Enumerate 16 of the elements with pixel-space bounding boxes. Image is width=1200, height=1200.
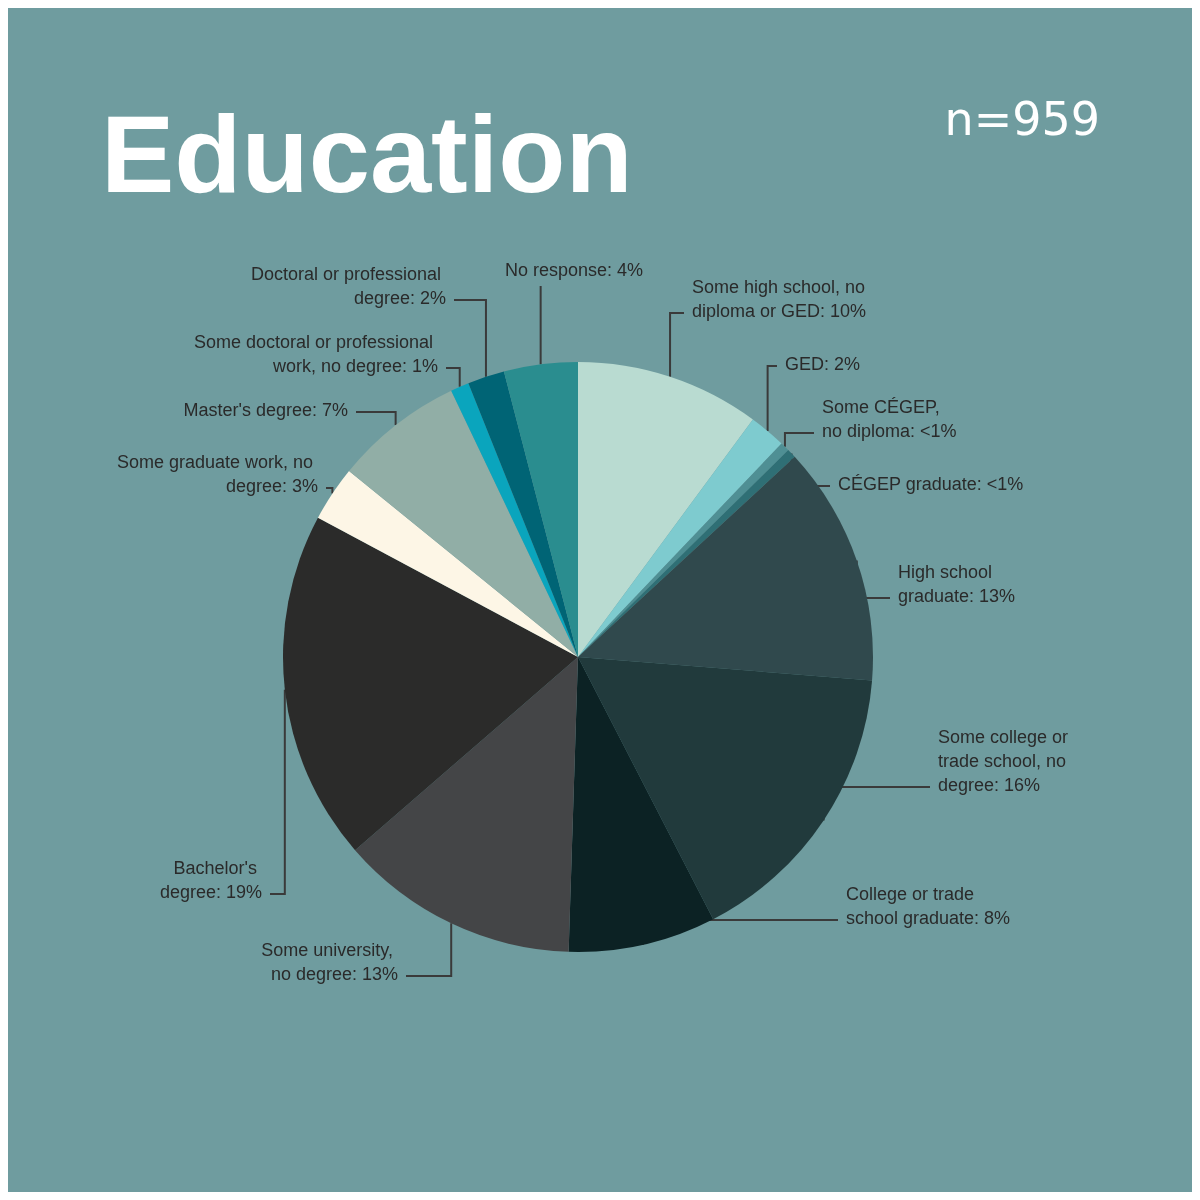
slice-label: Bachelor's degree: 19% <box>159 858 262 902</box>
slice-label: Some CÉGEP, no diploma: <1% <box>822 397 957 441</box>
slice-label: Master's degree: 7% <box>183 400 348 420</box>
slice-label: College or trade school graduate: 8% <box>846 884 1011 928</box>
chart-title: Education <box>101 91 633 215</box>
slice-label: GED: 2% <box>785 354 861 374</box>
slice-label: Some high school, no diploma or GED: 10% <box>692 277 871 321</box>
slice-label: CÉGEP graduate: <1% <box>838 474 1024 494</box>
slice-label: No response: 4% <box>504 260 643 280</box>
slice-label: Doctoral or professional degree: 2% <box>250 264 446 308</box>
slice-label: Some graduate work, no degree: 3% <box>116 452 318 496</box>
text: n=959 <box>944 92 1100 146</box>
slice-label: Some college or trade school, no degree: 16% <box>938 727 1074 795</box>
slice-label: Some university, no degree: 13% <box>261 940 398 984</box>
slice-label: High school graduate: 13% <box>898 562 1016 606</box>
slice-label: Some doctoral or professional work, no degree: 1% <box>193 332 438 376</box>
